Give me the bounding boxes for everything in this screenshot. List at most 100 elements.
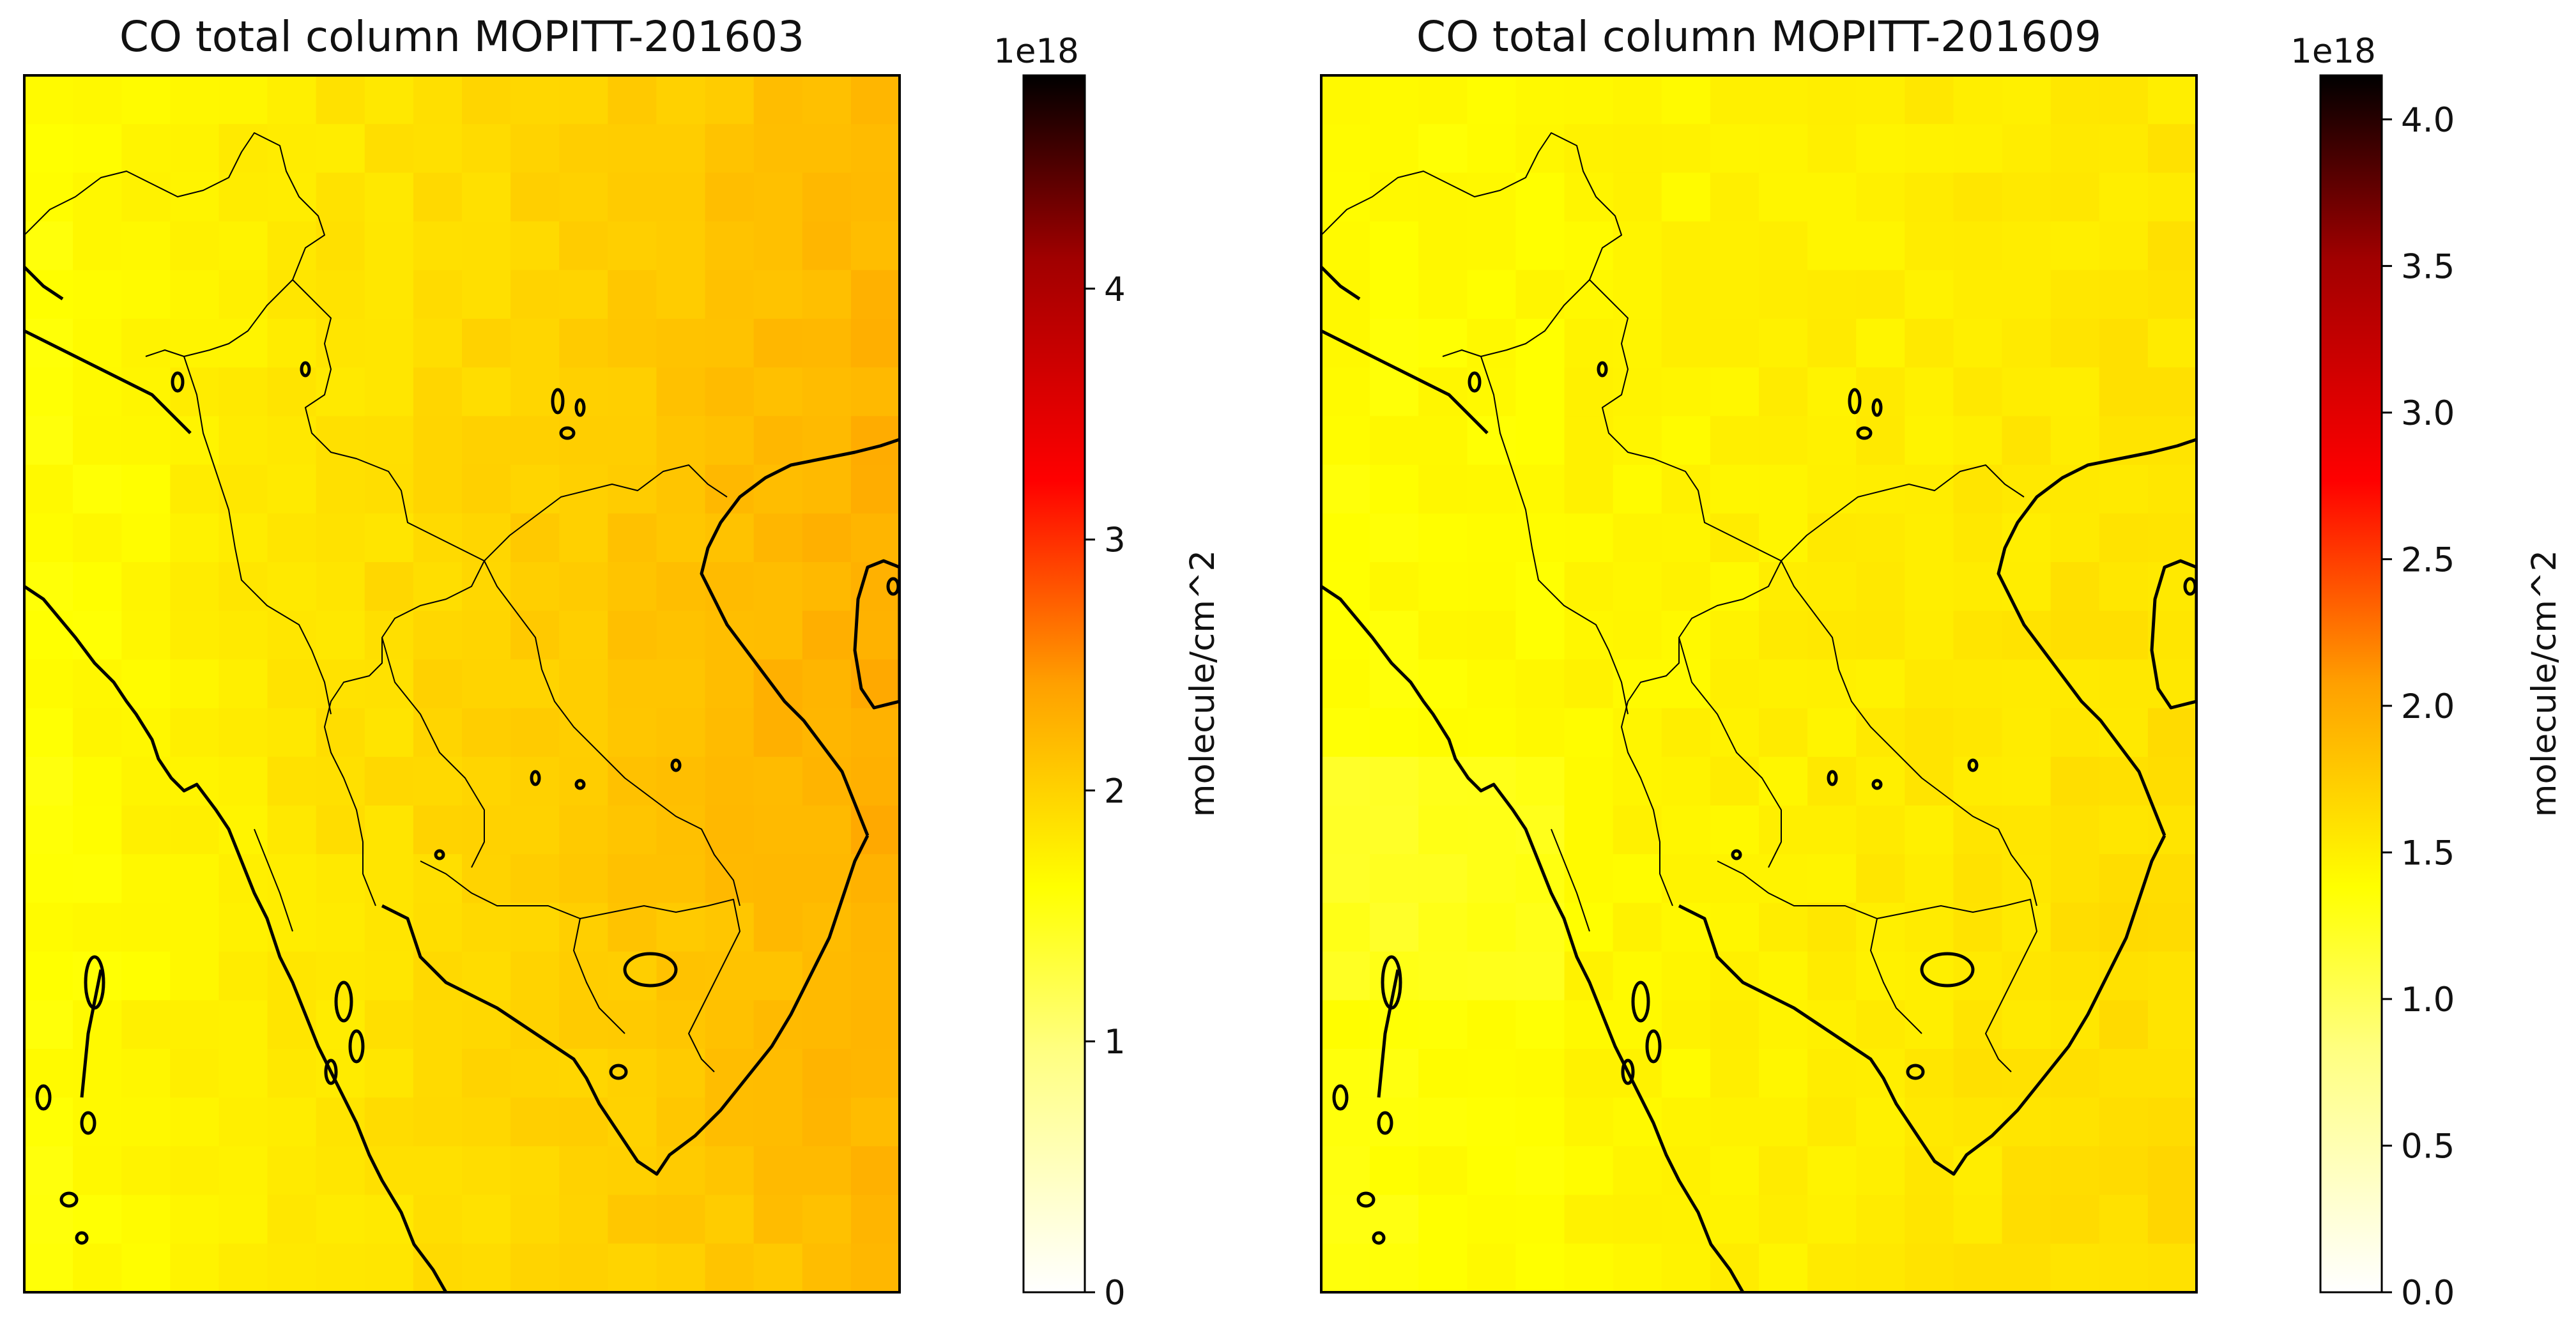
heatmap-cell bbox=[850, 854, 900, 903]
heatmap-cell bbox=[850, 172, 900, 222]
heatmap-cell bbox=[1905, 659, 1954, 709]
heatmap-cell bbox=[1759, 1243, 1808, 1292]
heatmap-cell bbox=[462, 319, 511, 368]
heatmap-cell bbox=[218, 464, 268, 514]
heatmap-cell bbox=[316, 951, 365, 1001]
heatmap-cell bbox=[1807, 1049, 1857, 1098]
heatmap-cell bbox=[73, 1243, 122, 1292]
heatmap-cell bbox=[705, 270, 755, 319]
heatmap-cell bbox=[462, 562, 511, 611]
heatmap-cell bbox=[1370, 75, 1419, 125]
heatmap-cell bbox=[608, 172, 657, 222]
heatmap-cell bbox=[510, 367, 560, 416]
heatmap-cell bbox=[2002, 562, 2051, 611]
heatmap-cell bbox=[1418, 1000, 1468, 1050]
heatmap-cell bbox=[2002, 319, 2051, 368]
heatmap-cell bbox=[267, 708, 317, 758]
colorbar-tick-label: 2.5 bbox=[2401, 540, 2455, 579]
heatmap-cell bbox=[1564, 1146, 1614, 1196]
heatmap-cell bbox=[413, 172, 463, 222]
heatmap-cell bbox=[121, 806, 171, 855]
heatmap-cell bbox=[316, 1243, 365, 1292]
heatmap-cell bbox=[1953, 951, 2003, 1001]
heatmap-cell bbox=[559, 464, 608, 514]
heatmap-cell bbox=[2147, 172, 2196, 222]
heatmap-cell bbox=[1613, 1000, 1662, 1050]
heatmap-cell bbox=[1661, 1243, 1711, 1292]
heatmap-cell bbox=[753, 513, 803, 563]
heatmap-cell bbox=[1807, 562, 1857, 611]
heatmap-cell bbox=[1370, 416, 1419, 466]
heatmap-cell bbox=[656, 854, 706, 903]
heatmap-cell bbox=[510, 124, 560, 173]
heatmap-cell bbox=[656, 1243, 706, 1292]
heatmap-cell bbox=[705, 319, 755, 368]
heatmap-cell bbox=[2147, 124, 2196, 173]
heatmap-cell bbox=[753, 124, 803, 173]
heatmap-cell bbox=[2050, 172, 2100, 222]
heatmap-cell bbox=[2147, 1146, 2196, 1196]
heatmap-cell bbox=[1515, 270, 1565, 319]
heatmap-cell bbox=[802, 464, 852, 514]
heatmap-cell bbox=[1467, 903, 1517, 952]
heatmap-cell bbox=[656, 1000, 706, 1050]
heatmap-cell bbox=[1905, 903, 1954, 952]
heatmap-cell bbox=[364, 1049, 414, 1098]
heatmap-cell bbox=[2099, 1000, 2149, 1050]
heatmap-cell bbox=[1370, 1195, 1419, 1244]
heatmap-cell bbox=[1905, 611, 1954, 660]
heatmap-cell bbox=[2002, 75, 2051, 125]
heatmap-cell bbox=[170, 172, 220, 222]
heatmap-cell bbox=[2147, 756, 2196, 806]
heatmap-cell bbox=[1661, 1146, 1711, 1196]
heatmap-cell bbox=[24, 513, 73, 563]
heatmap-cell bbox=[316, 854, 365, 903]
heatmap-cell bbox=[364, 806, 414, 855]
heatmap-cell bbox=[559, 708, 608, 758]
heatmap-cell bbox=[559, 854, 608, 903]
heatmap-cell bbox=[413, 903, 463, 952]
heatmap-cell bbox=[218, 221, 268, 271]
heatmap-cell bbox=[1613, 708, 1662, 758]
heatmap-cell bbox=[218, 1195, 268, 1244]
heatmap-cell bbox=[24, 708, 73, 758]
heatmap-cell bbox=[1856, 854, 1905, 903]
heatmap-cell bbox=[24, 1146, 73, 1196]
heatmap-cell bbox=[1710, 1000, 1759, 1050]
heatmap-cell bbox=[364, 319, 414, 368]
heatmap-cell bbox=[802, 172, 852, 222]
heatmap-cell bbox=[1321, 172, 1370, 222]
heatmap-cell bbox=[1759, 221, 1808, 271]
heatmap-cell bbox=[1807, 75, 1857, 125]
heatmap-cell bbox=[1467, 562, 1517, 611]
colorbar-left-label: molecule/cm^2 bbox=[1183, 550, 1222, 817]
colorbar-tick-label: 0 bbox=[1104, 1274, 1126, 1313]
heatmap-cell bbox=[267, 124, 317, 173]
heatmap-cell bbox=[1905, 221, 1954, 271]
heatmap-cell bbox=[2002, 1243, 2051, 1292]
heatmap-cell bbox=[1905, 854, 1954, 903]
heatmap-cell bbox=[24, 611, 73, 660]
heatmap-cell bbox=[462, 951, 511, 1001]
heatmap-cell bbox=[1467, 756, 1517, 806]
heatmap-cell bbox=[218, 1097, 268, 1147]
heatmap-cell bbox=[1515, 513, 1565, 563]
heatmap-cell bbox=[1515, 806, 1565, 855]
heatmap-cell bbox=[218, 708, 268, 758]
heatmap-cell bbox=[753, 1049, 803, 1098]
heatmap-cell bbox=[267, 270, 317, 319]
heatmap-cell bbox=[1564, 124, 1614, 173]
heatmap-cell bbox=[462, 1049, 511, 1098]
heatmap-cell bbox=[1564, 172, 1614, 222]
colorbar-tick-label: 1 bbox=[1104, 1023, 1126, 1062]
heatmap-cell bbox=[1759, 562, 1808, 611]
heatmap-cell bbox=[1418, 854, 1468, 903]
heatmap-cell bbox=[2002, 903, 2051, 952]
colorbar-right: 1e18 0.0 0.5 1.0 1.5 2.0 2.5 3.0 3.5 4.0 molecul… bbox=[2290, 32, 2564, 1313]
colorbar-left-ticks: 0 1 2 3 4 bbox=[1085, 270, 1126, 1313]
heatmap-cell bbox=[1613, 172, 1662, 222]
heatmap-cell bbox=[2002, 659, 2051, 709]
heatmap-cell bbox=[753, 75, 803, 125]
heatmap-cell bbox=[73, 806, 122, 855]
heatmap-cell bbox=[1321, 464, 1370, 514]
